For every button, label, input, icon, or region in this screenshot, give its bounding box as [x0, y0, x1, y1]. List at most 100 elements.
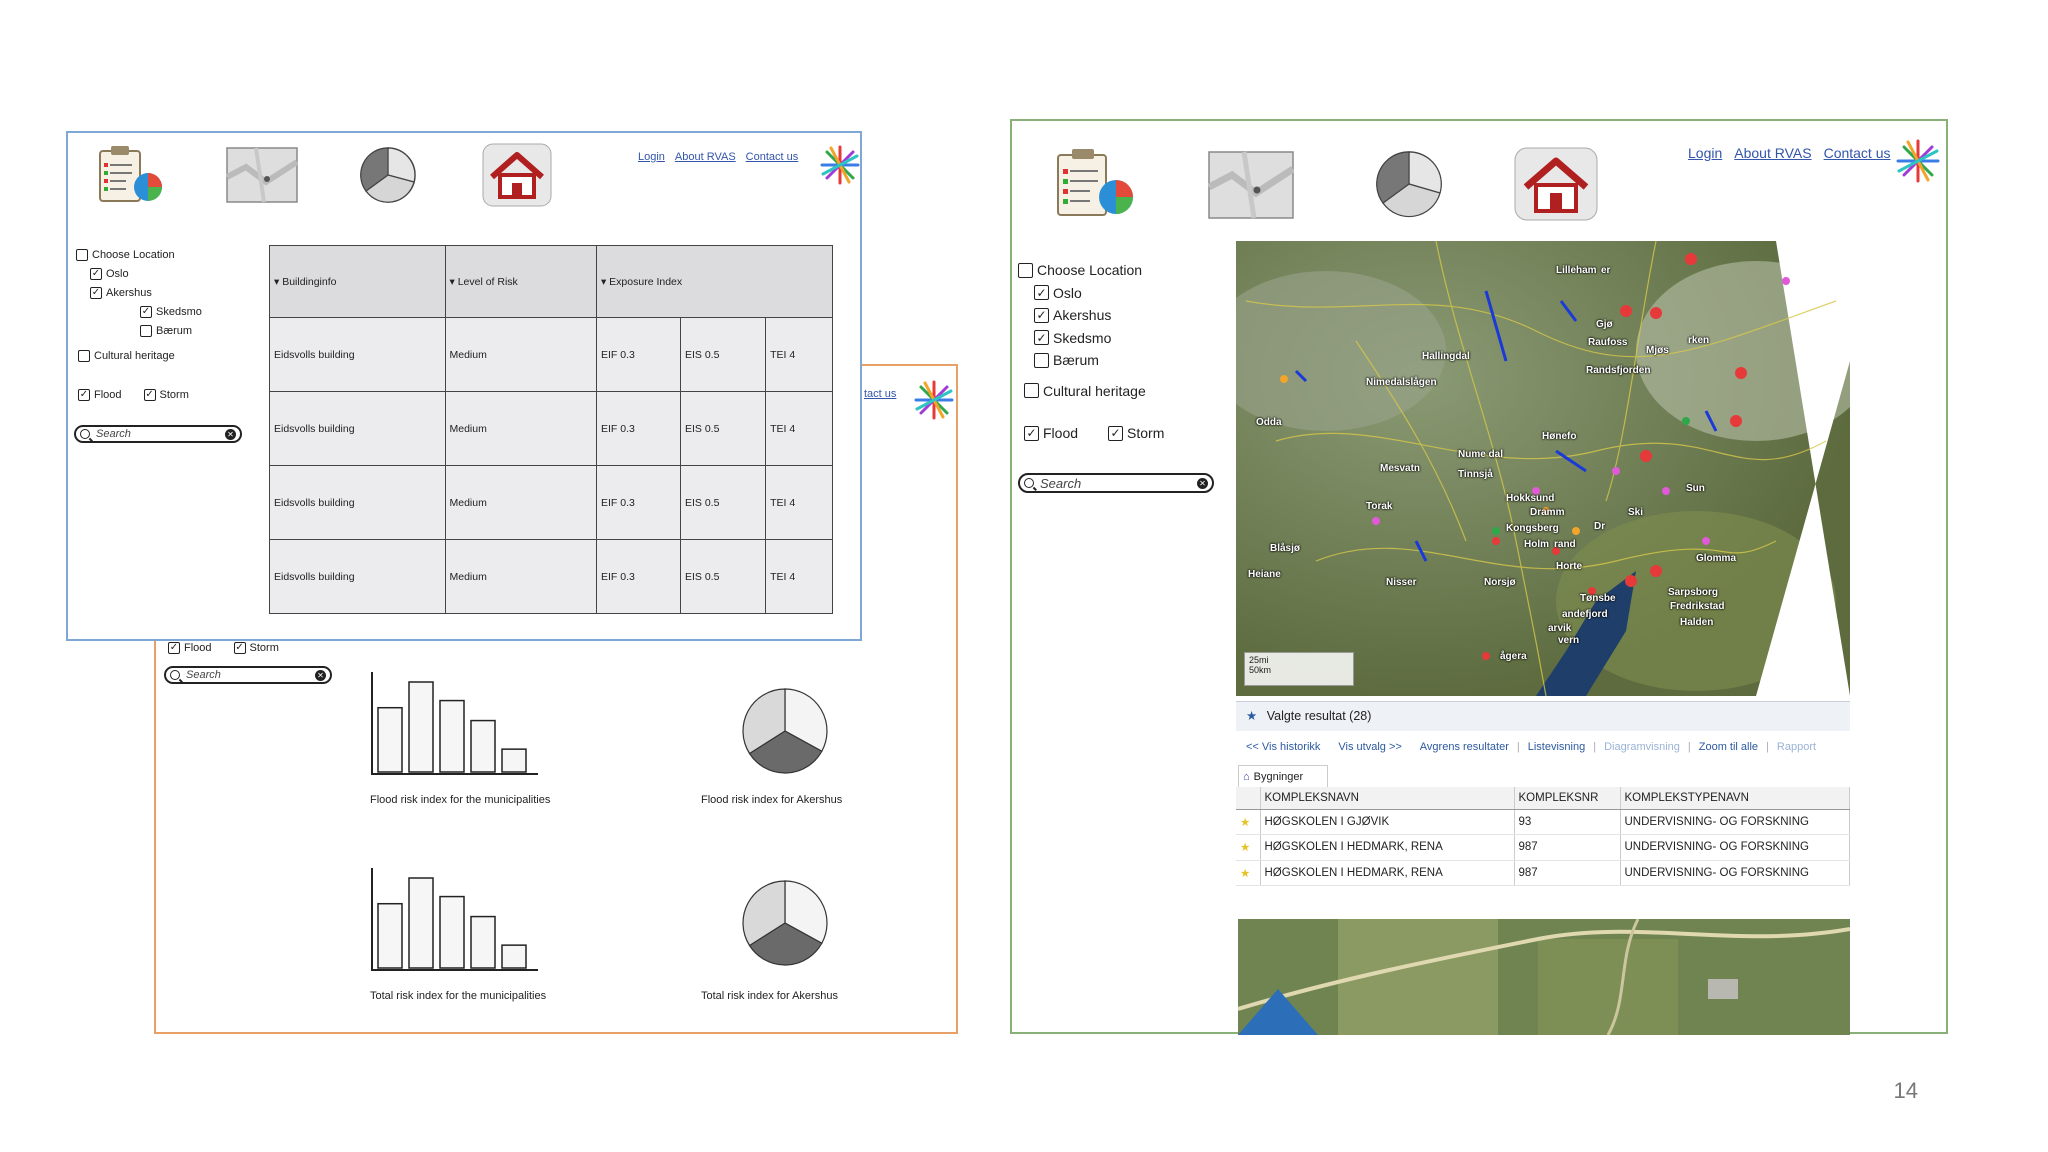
vis-historikk-link[interactable]: << Vis historikk: [1246, 741, 1321, 753]
separator: |: [1593, 741, 1597, 753]
map-label: er: [1601, 265, 1611, 276]
eis-cell: EIS 0.5: [679, 539, 767, 614]
flood-checkbox[interactable]: ✓: [1024, 425, 1039, 441]
table-row[interactable]: Eidsvolls building Medium EIF 0.3 EIS 0.…: [269, 317, 833, 392]
table-row[interactable]: ★ HØGSKOLEN I GJØVIK 93 UNDERVISNING- OG…: [1236, 809, 1850, 835]
map-label: Raufoss: [1588, 337, 1628, 348]
clipboard-chart-icon[interactable]: [96, 143, 164, 205]
top-links: Login About RVAS Contact us: [1688, 145, 1891, 161]
oslo-checkbox[interactable]: ✓: [1034, 285, 1049, 301]
pie-chart-icon[interactable]: [1374, 149, 1444, 219]
rapport-link[interactable]: Rapport: [1776, 741, 1817, 753]
map-label: rken: [1688, 335, 1710, 346]
favorite-star-icon[interactable]: ★: [1236, 809, 1261, 835]
table-row[interactable]: Eidsvolls building Medium EIF 0.3 EIS 0.…: [269, 539, 833, 614]
cultural-heritage-checkbox[interactable]: [78, 349, 90, 362]
map-label: Norsjø: [1484, 577, 1516, 588]
map-terrain: [1236, 241, 1850, 696]
zoom-til-alle-link[interactable]: Zoom til alle: [1698, 741, 1759, 753]
cultural-heritage-label: Cultural heritage: [94, 349, 175, 362]
bygninger-tab[interactable]: ⌂ Bygninger: [1238, 765, 1328, 787]
flood-checkbox[interactable]: ✓: [168, 641, 180, 654]
contact-us-link[interactable]: tact us: [864, 388, 897, 400]
flood-checkbox[interactable]: ✓: [78, 388, 90, 401]
map-label: Randsfjorden: [1586, 365, 1651, 376]
akershus-checkbox[interactable]: ✓: [90, 286, 102, 299]
eis-cell: EIS 0.5: [679, 465, 767, 540]
risk-cell: Medium: [444, 317, 597, 392]
favorite-star-icon[interactable]: ★: [1236, 860, 1261, 886]
bygninger-tab-label: Bygninger: [1253, 770, 1304, 783]
flood-bar-caption: Flood risk index for the municipalities: [370, 794, 551, 806]
choose-location-checkbox[interactable]: [76, 248, 88, 261]
baerum-checkbox[interactable]: [1034, 352, 1049, 368]
home-icon[interactable]: [1512, 145, 1600, 223]
separator: |: [1687, 741, 1691, 753]
clear-icon[interactable]: ✕: [1197, 477, 1208, 489]
chart-bar: [470, 719, 496, 773]
login-link[interactable]: Login: [1688, 145, 1723, 161]
pie-slice: [784, 688, 828, 753]
map-label: Nume dal: [1458, 449, 1504, 460]
map-label: Nisser: [1386, 577, 1417, 588]
search-input[interactable]: Search ✕: [74, 425, 242, 443]
total-bar-caption: Total risk index for the municipalities: [370, 990, 547, 1002]
kompleksnavn-type-header[interactable]: KOMPLEKSTYPENAVN: [1620, 787, 1850, 810]
kompleksnavn-header[interactable]: KOMPLEKSNAVN: [1260, 787, 1515, 810]
diagramvisning-link[interactable]: Diagramvisning: [1604, 741, 1680, 753]
asterisk-logo-icon: [820, 145, 860, 185]
contact-us-link[interactable]: Contact us: [745, 151, 799, 163]
storm-checkbox[interactable]: ✓: [143, 388, 156, 401]
skedsmo-checkbox[interactable]: ✓: [140, 305, 152, 318]
clear-icon[interactable]: ✕: [225, 428, 236, 440]
contact-us-link[interactable]: Contact us: [1823, 145, 1891, 161]
avgrens-resultater-link[interactable]: Avgrens resultater: [1419, 741, 1509, 753]
akershus-checkbox[interactable]: ✓: [1034, 307, 1049, 323]
baerum-checkbox[interactable]: [140, 324, 152, 337]
search-input[interactable]: Search ✕: [1018, 473, 1214, 493]
vis-utvalg-link[interactable]: Vis utvalg >>: [1338, 741, 1402, 753]
table-row[interactable]: Eidsvolls building Medium EIF 0.3 EIS 0.…: [269, 465, 833, 540]
kompleksnr-header[interactable]: KOMPLEKSNR: [1514, 787, 1621, 810]
map-label: Mesvatn: [1380, 463, 1421, 474]
table-row[interactable]: Eidsvolls building Medium EIF 0.3 EIS 0.…: [269, 391, 833, 466]
map-icon[interactable]: [226, 147, 298, 203]
buildinginfo-header[interactable]: ▾ Buildinginfo: [269, 245, 446, 318]
pie-chart-icon[interactable]: [358, 145, 418, 205]
results-header-bar: [1236, 701, 1850, 731]
map-label: Blåsjø: [1270, 543, 1301, 554]
house-icon: ⌂: [1243, 770, 1250, 783]
choose-location-checkbox[interactable]: [1018, 262, 1033, 278]
about-link[interactable]: About RVAS: [1734, 145, 1812, 161]
flood-pie-caption: Flood risk index for Akershus: [701, 794, 843, 806]
exposure-index-header[interactable]: ▾ Exposure Index: [595, 245, 834, 318]
login-link[interactable]: Login: [638, 151, 665, 163]
table-row[interactable]: ★ HØGSKOLEN I HEDMARK, RENA 987 UNDERVIS…: [1236, 834, 1850, 861]
clipboard-chart-icon[interactable]: [1054, 145, 1136, 219]
listevisning-link[interactable]: Listevisning: [1527, 741, 1586, 753]
level-of-risk-header[interactable]: ▾ Level of Risk: [444, 245, 597, 318]
search-input[interactable]: Search ✕: [164, 666, 332, 684]
cultural-heritage-checkbox[interactable]: [1024, 383, 1039, 399]
map-label: Nimedalslågen: [1366, 377, 1437, 388]
favorite-star-icon[interactable]: ★: [1236, 834, 1261, 861]
clear-icon[interactable]: ✕: [315, 669, 326, 681]
asterisk-logo-icon: [1896, 139, 1940, 183]
storm-checkbox[interactable]: ✓: [233, 641, 246, 654]
building-cell: Eidsvolls building: [269, 539, 446, 614]
skedsmo-checkbox[interactable]: ✓: [1034, 330, 1049, 346]
scale-miles: 25mi: [1249, 655, 1269, 665]
chart-bar: [470, 915, 496, 969]
map-icon[interactable]: [1208, 151, 1294, 219]
risk-map[interactable]: Lilleham er Gjø Raufoss Mjøs rken Hallin…: [1236, 241, 1850, 696]
wireframe-building-panel: Login About RVAS Contact us Choose Locat…: [66, 131, 862, 641]
home-icon[interactable]: [480, 141, 554, 209]
kompleksnavn-cell: HØGSKOLEN I HEDMARK, RENA: [1260, 834, 1515, 861]
oslo-checkbox[interactable]: ✓: [90, 267, 102, 280]
storm-checkbox[interactable]: ✓: [1108, 425, 1124, 441]
table-row[interactable]: ★ HØGSKOLEN I HEDMARK, RENA 987 UNDERVIS…: [1236, 860, 1850, 886]
about-link[interactable]: About RVAS: [674, 151, 736, 163]
map-label: rand: [1554, 539, 1576, 550]
map-label: Holm: [1524, 539, 1549, 550]
search-icon: [170, 670, 180, 680]
